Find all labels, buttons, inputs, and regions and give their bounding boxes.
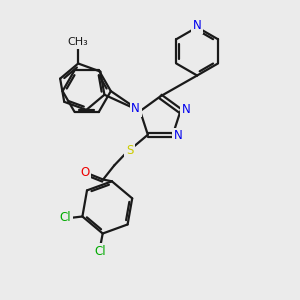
Text: N: N — [174, 129, 182, 142]
Text: CH₃: CH₃ — [68, 37, 88, 47]
Text: N: N — [182, 103, 190, 116]
Text: Cl: Cl — [59, 212, 71, 224]
Text: N: N — [193, 19, 202, 32]
Text: N: N — [131, 102, 140, 115]
Text: Cl: Cl — [94, 245, 106, 258]
Text: S: S — [126, 144, 133, 157]
Text: O: O — [80, 166, 89, 179]
